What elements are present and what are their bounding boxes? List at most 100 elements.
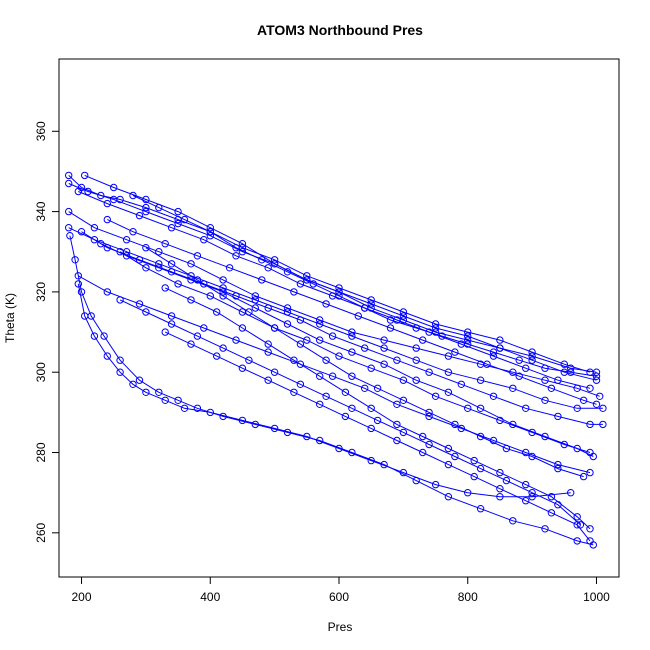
data-point	[219, 412, 227, 421]
data-point	[522, 364, 530, 372]
data-point	[232, 244, 240, 252]
series-12	[66, 232, 597, 549]
data-point	[97, 240, 105, 248]
data-point	[515, 372, 523, 380]
data-point	[476, 464, 485, 473]
data-point	[270, 368, 279, 376]
series-9	[116, 248, 594, 457]
y-axis-label: Theta (K)	[3, 293, 17, 343]
data-point	[464, 340, 472, 348]
data-point	[316, 320, 324, 328]
y-axis: 260 280 300 320 340 360	[34, 121, 60, 543]
data-point	[65, 179, 73, 188]
series-16	[103, 215, 601, 408]
data-point	[283, 304, 292, 312]
data-point	[431, 320, 440, 328]
data-point	[270, 256, 279, 264]
data-point	[167, 260, 176, 268]
data-point	[200, 324, 208, 332]
data-point	[335, 288, 343, 296]
series-7	[77, 228, 607, 429]
data-point	[393, 356, 401, 364]
data-point	[348, 328, 356, 336]
data-point	[496, 416, 504, 425]
data-point	[431, 328, 440, 336]
data-point	[296, 340, 305, 348]
series-line	[68, 175, 591, 373]
data-point	[399, 376, 408, 384]
y-tick-label: 360	[34, 121, 48, 141]
data-point	[90, 332, 99, 340]
data-point	[258, 276, 266, 284]
data-point	[431, 324, 440, 332]
data-point	[547, 384, 556, 392]
data-point	[476, 432, 485, 441]
data-point	[560, 440, 568, 449]
series-line	[164, 331, 591, 542]
data-point	[425, 368, 433, 376]
data-point	[431, 480, 440, 489]
series-15	[116, 296, 585, 529]
data-point	[592, 376, 601, 384]
data-point	[309, 280, 317, 288]
data-point	[251, 420, 260, 429]
data-point	[528, 428, 536, 437]
data-point	[348, 372, 356, 380]
data-point	[451, 452, 459, 461]
data-point	[573, 537, 581, 545]
data-point	[541, 364, 549, 372]
data-point	[219, 344, 227, 352]
data-point	[528, 348, 536, 356]
y-tick-label: 300	[34, 362, 48, 382]
data-point	[167, 320, 176, 328]
data-point	[316, 316, 324, 324]
data-point	[509, 384, 517, 392]
data-point	[187, 340, 195, 348]
data-point	[322, 392, 330, 400]
series-line	[78, 191, 591, 389]
series-8	[97, 240, 597, 461]
data-point	[528, 493, 536, 501]
data-point	[290, 288, 298, 296]
data-point	[367, 300, 375, 308]
data-point	[489, 348, 498, 356]
data-point	[380, 344, 388, 352]
data-point	[97, 191, 105, 200]
data-point	[522, 448, 530, 457]
data-point	[161, 396, 169, 404]
data-point	[103, 215, 112, 224]
data-point	[554, 460, 562, 469]
series-line	[81, 231, 603, 425]
data-point	[206, 228, 215, 236]
x-tick-label: 1000	[583, 590, 610, 604]
data-point	[87, 312, 95, 320]
data-point	[161, 328, 169, 336]
data-point	[161, 284, 169, 292]
data-point	[380, 360, 388, 368]
data-point	[66, 232, 74, 240]
data-point	[496, 493, 504, 501]
data-point	[567, 368, 575, 376]
data-point	[232, 336, 240, 344]
data-point	[386, 324, 395, 332]
data-point	[457, 380, 465, 388]
series-6	[65, 224, 607, 412]
data-point	[65, 171, 73, 180]
data-point	[283, 320, 292, 328]
series-14	[161, 284, 594, 533]
data-point	[399, 312, 408, 320]
data-point	[213, 308, 221, 316]
data-point	[560, 360, 568, 368]
data-point	[586, 448, 594, 457]
data-point	[522, 404, 530, 412]
data-point	[412, 476, 420, 485]
data-point	[380, 336, 388, 344]
data-point	[303, 336, 311, 344]
data-point	[528, 352, 536, 360]
data-point	[245, 356, 253, 364]
data-point	[592, 400, 601, 408]
data-point	[296, 316, 305, 324]
data-point	[348, 448, 356, 457]
data-point	[322, 356, 330, 364]
data-point	[142, 308, 150, 316]
